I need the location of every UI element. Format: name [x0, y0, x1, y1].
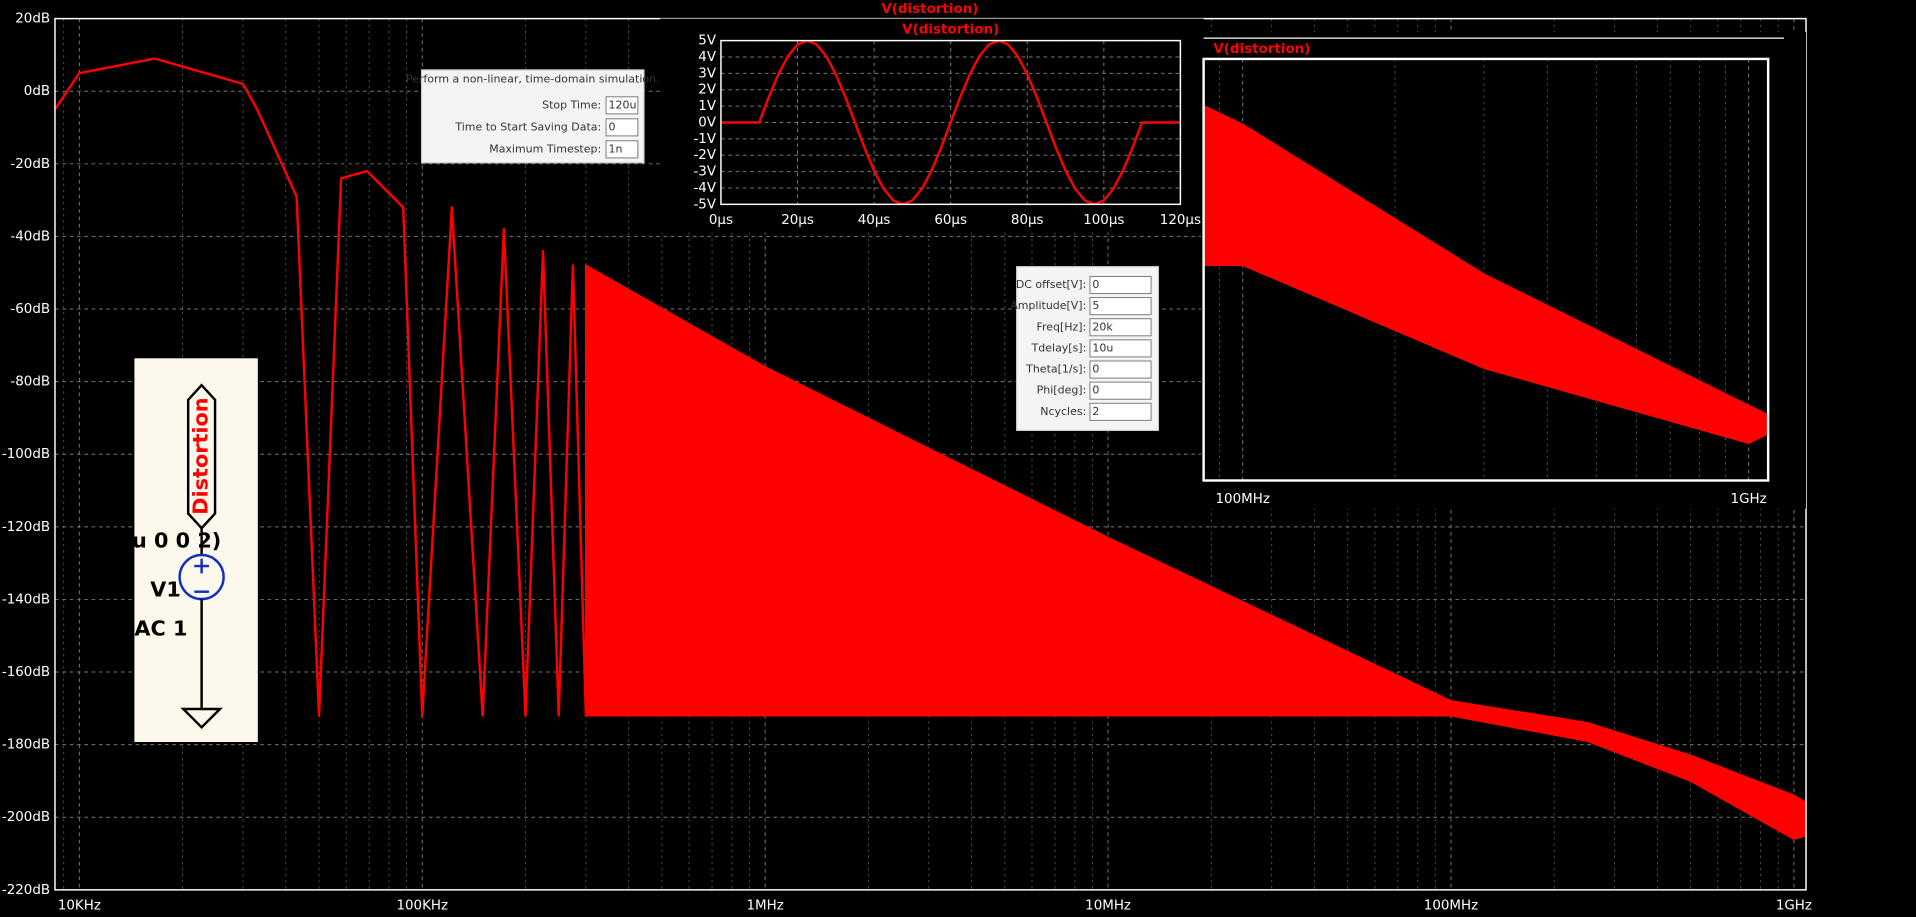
field-input[interactable] [1089, 360, 1152, 379]
x-tick-label: 100KHz [396, 899, 448, 914]
field-label: DC offset[V]: [1016, 278, 1086, 291]
x-tick-label: 1GHz [1731, 492, 1767, 507]
field-value[interactable]: 0 [609, 120, 616, 133]
x-tick-label: 60µs [934, 213, 967, 228]
field-value[interactable]: 10u [1092, 341, 1113, 354]
field-input[interactable] [1089, 318, 1152, 337]
field-label: Freq[Hz]: [1036, 320, 1086, 333]
x-tick-label: 20µs [781, 213, 814, 228]
y-tick-label: 2V [698, 83, 717, 98]
field-value[interactable]: 0 [1092, 363, 1099, 376]
y-tick-label: 3V [698, 66, 717, 81]
x-tick-label: 1GHz [1776, 899, 1812, 914]
ground [180, 707, 223, 730]
plot-frame [720, 39, 1182, 206]
x-tick-label: 10MHz [1085, 899, 1131, 914]
trace [54, 57, 588, 717]
dialog-title: Perform a non-linear, time-domain simula… [406, 73, 660, 86]
y-tick-label: -20dB [10, 157, 50, 172]
x-tick-label: 40µs [858, 213, 891, 228]
x-tick-label: 0µs [709, 213, 733, 228]
field-value[interactable]: 0 [1092, 384, 1099, 397]
field-value[interactable]: 5 [1092, 299, 1099, 312]
y-tick-label: 0V [698, 115, 717, 130]
x-tick-label: 100µs [1083, 213, 1124, 228]
y-tick-label: -100dB [2, 447, 50, 462]
x-tick-label: 100MHz [1216, 492, 1270, 507]
field-input[interactable] [1089, 339, 1152, 358]
y-tick-label: -2V [693, 148, 716, 163]
chart-title: V(distortion) [1213, 42, 1310, 57]
source-dialog: DC offset[V]: 0 Amplitude[V]: 5 Freq[Hz]: 20k… [1010, 266, 1160, 432]
dialog-fields: Stop Time: 120u Time to Start Saving Data:… [454, 96, 639, 159]
schematic: Distortion u 0 0 2) V1 AC 1 [132, 358, 258, 742]
y-tick-label: -120dB [2, 520, 50, 535]
field-label: Amplitude[V]: [1010, 299, 1086, 312]
y-tick-label: -60dB [10, 302, 50, 317]
ac-spec: AC 1 [134, 617, 187, 641]
field-input[interactable] [1089, 275, 1152, 295]
instance-name: V1 [150, 577, 181, 601]
y-tick-label: -40dB [10, 229, 50, 244]
y-tick-label: -140dB [2, 592, 50, 607]
chart-title: V(distortion) [902, 23, 999, 38]
transient-dialog: Perform a non-linear, time-domain simula… [406, 69, 660, 164]
y-tick-label: -5V [693, 197, 716, 212]
field-input[interactable] [1089, 381, 1152, 400]
field-label: Tdelay[s]: [1031, 341, 1087, 354]
field-input[interactable] [605, 96, 639, 115]
y-tick-label: -3V [693, 165, 716, 180]
field-input[interactable] [1089, 297, 1152, 316]
y-tick-label: -80dB [10, 375, 50, 390]
plot-frame [1202, 57, 1770, 482]
net-label: Distortion [189, 397, 213, 514]
y-tick-label: -1V [693, 132, 716, 147]
spectrum-band [584, 263, 1807, 841]
field-label: Theta[1/s]: [1025, 363, 1086, 376]
field-label: Stop Time: [542, 98, 601, 111]
field-value[interactable]: 1n [609, 142, 623, 155]
field-label: Phi[deg]: [1037, 384, 1087, 397]
x-tick-label: 1MHz [747, 899, 784, 914]
x-tick-label: 100MHz [1424, 899, 1478, 914]
field-value[interactable]: 120u [609, 98, 637, 111]
chart-title: V(distortion) [881, 2, 978, 17]
schematic-sheet [134, 358, 258, 742]
field-input[interactable] [605, 140, 639, 159]
inset-background [659, 18, 1204, 233]
field-label: Maximum Timestep: [489, 142, 601, 155]
y-tick-label: -4V [693, 181, 716, 196]
y-tick-label: -160dB [2, 665, 50, 680]
y-tick-label: -180dB [2, 738, 50, 753]
y-tick-label: 20dB [15, 12, 50, 27]
field-label: Time to Start Saving Data: [454, 120, 601, 133]
field-label: Ncycles: [1040, 405, 1086, 418]
y-tick-label: -220dB [2, 883, 50, 898]
x-tick-label: 10KHz [58, 899, 101, 914]
y-tick-label: 0dB [24, 84, 50, 99]
field-value[interactable]: 2 [1092, 405, 1099, 418]
field-input[interactable] [605, 118, 639, 137]
y-tick-label: 5V [698, 34, 717, 49]
y-tick-label: 1V [698, 99, 717, 114]
field-input[interactable] [1089, 402, 1152, 421]
dialog-fields: DC offset[V]: 0 Amplitude[V]: 5 Freq[Hz]: 20k… [1010, 275, 1152, 421]
y-tick-label: -200dB [2, 810, 50, 825]
x-tick-label: 80µs [1011, 213, 1044, 228]
field-value[interactable]: 0 [1092, 278, 1099, 291]
spectrum-band [1203, 104, 1769, 444]
x-tick-label: 120µs [1160, 213, 1201, 228]
zoom-chart: 100MHz 1GHz V(distortion) [1202, 42, 1770, 507]
source-value: u 0 0 2) [132, 529, 221, 553]
trace [720, 40, 1181, 205]
y-tick-label: 4V [698, 50, 717, 65]
field-value[interactable]: 20k [1092, 320, 1113, 333]
